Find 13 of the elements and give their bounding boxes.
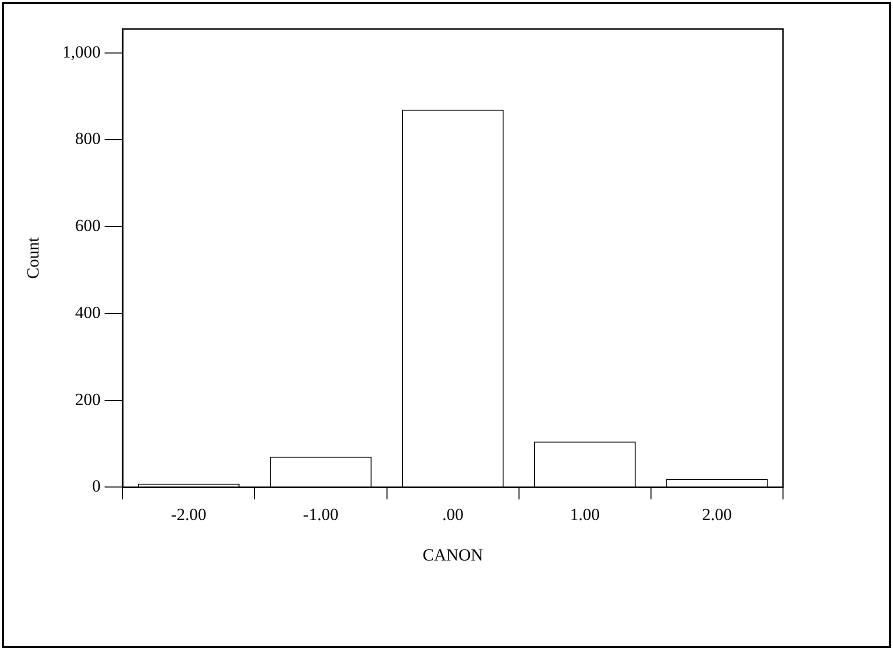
x-tick-label: 2.00 bbox=[702, 504, 732, 524]
y-tick-label: 600 bbox=[75, 216, 101, 236]
x-tick-label: -2.00 bbox=[170, 504, 206, 524]
y-tick-label: 800 bbox=[75, 129, 101, 148]
x-tick-label: .00 bbox=[442, 504, 464, 524]
x-tick-label: 1.00 bbox=[570, 504, 600, 524]
x-axis-title: CANON bbox=[422, 545, 484, 564]
y-tick-label: 1,000 bbox=[62, 42, 101, 62]
y-tick-label: 200 bbox=[75, 390, 101, 409]
y-tick-label: 0 bbox=[92, 476, 101, 496]
x-tick-label: -1.00 bbox=[303, 504, 338, 524]
y-tick-label: 400 bbox=[75, 302, 101, 322]
y-axis-title: Count bbox=[24, 237, 43, 279]
